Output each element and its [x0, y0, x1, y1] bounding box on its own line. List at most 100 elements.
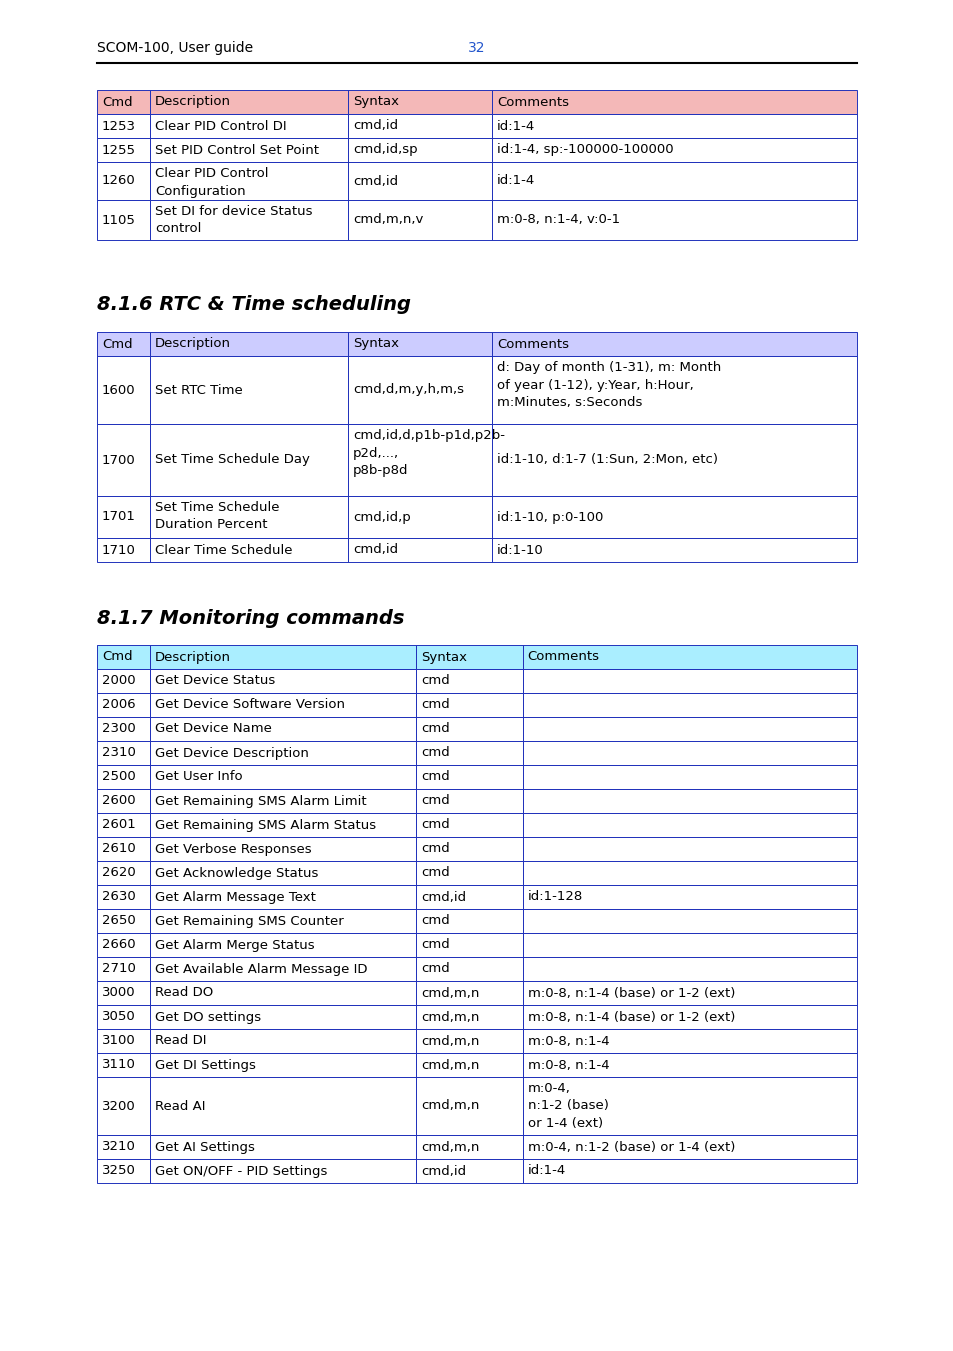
Bar: [348, 424, 492, 496]
Text: Syntax: Syntax: [353, 338, 398, 350]
Bar: [416, 909, 522, 934]
Text: 3110: 3110: [102, 1058, 135, 1071]
Bar: [97, 861, 856, 885]
Text: 3210: 3210: [102, 1140, 135, 1154]
Bar: [522, 1159, 856, 1183]
Text: 1105: 1105: [102, 213, 135, 227]
Bar: [150, 885, 416, 909]
Text: 2601: 2601: [102, 819, 135, 831]
Text: cmd,d,m,y,h,m,s: cmd,d,m,y,h,m,s: [353, 384, 463, 396]
Text: Cmd: Cmd: [102, 338, 132, 350]
Text: cmd: cmd: [421, 843, 450, 855]
Text: Get Available Alarm Message ID: Get Available Alarm Message ID: [155, 962, 367, 975]
Bar: [150, 113, 348, 138]
Bar: [522, 909, 856, 934]
Text: cmd,id,sp: cmd,id,sp: [353, 143, 417, 157]
Bar: [150, 1052, 416, 1077]
Text: 3000: 3000: [102, 986, 135, 1000]
Text: Read DI: Read DI: [155, 1035, 207, 1047]
Bar: [416, 740, 522, 765]
Text: cmd: cmd: [421, 747, 450, 759]
Text: Get ON/OFF - PID Settings: Get ON/OFF - PID Settings: [155, 1165, 327, 1178]
Bar: [97, 1135, 856, 1159]
Bar: [522, 717, 856, 740]
Bar: [97, 200, 150, 240]
Bar: [150, 357, 348, 424]
Text: m:0-8, n:1-4 (base) or 1-2 (ext): m:0-8, n:1-4 (base) or 1-2 (ext): [527, 1011, 734, 1024]
Bar: [522, 740, 856, 765]
Text: cmd,m,n: cmd,m,n: [421, 1100, 479, 1112]
Bar: [416, 981, 522, 1005]
Bar: [150, 957, 416, 981]
Bar: [416, 1052, 522, 1077]
Text: 1600: 1600: [102, 384, 135, 396]
Bar: [97, 138, 150, 162]
Bar: [97, 1052, 856, 1077]
Bar: [522, 789, 856, 813]
Bar: [492, 496, 856, 538]
Bar: [416, 838, 522, 861]
Bar: [97, 717, 856, 740]
Text: Get DI Settings: Get DI Settings: [155, 1058, 255, 1071]
Text: Get AI Settings: Get AI Settings: [155, 1140, 254, 1154]
Text: cmd,m,n: cmd,m,n: [421, 1035, 479, 1047]
Bar: [97, 981, 856, 1005]
Bar: [150, 838, 416, 861]
Text: id:1-128: id:1-128: [527, 890, 582, 904]
Bar: [492, 332, 856, 357]
Text: cmd,id,d,p1b-p1d,p2b-
p2d,...,
p8b-p8d: cmd,id,d,p1b-p1d,p2b- p2d,..., p8b-p8d: [353, 430, 504, 477]
Text: cmd,id,p: cmd,id,p: [353, 511, 410, 523]
Text: cmd: cmd: [421, 794, 450, 808]
Text: 2630: 2630: [102, 890, 135, 904]
Bar: [348, 538, 492, 562]
Bar: [97, 162, 150, 200]
Text: Get Verbose Responses: Get Verbose Responses: [155, 843, 312, 855]
Text: Get Alarm Message Text: Get Alarm Message Text: [155, 890, 315, 904]
Text: Set Time Schedule
Duration Percent: Set Time Schedule Duration Percent: [155, 501, 279, 531]
Bar: [416, 1135, 522, 1159]
Text: m:0-4, n:1-2 (base) or 1-4 (ext): m:0-4, n:1-2 (base) or 1-4 (ext): [527, 1140, 734, 1154]
Bar: [416, 1029, 522, 1052]
Text: cmd,m,n: cmd,m,n: [421, 986, 479, 1000]
Text: Get Device Name: Get Device Name: [155, 723, 272, 735]
Text: 3050: 3050: [102, 1011, 135, 1024]
Bar: [97, 789, 856, 813]
Bar: [97, 838, 856, 861]
Text: Set RTC Time: Set RTC Time: [155, 384, 243, 396]
Text: cmd: cmd: [421, 674, 450, 688]
Text: Description: Description: [155, 650, 231, 663]
Text: cmd,id: cmd,id: [353, 174, 397, 188]
Bar: [416, 693, 522, 717]
Text: Get Remaining SMS Alarm Limit: Get Remaining SMS Alarm Limit: [155, 794, 367, 808]
Bar: [150, 1005, 416, 1029]
Bar: [348, 200, 492, 240]
Text: SCOM-100, User guide: SCOM-100, User guide: [97, 41, 253, 55]
Bar: [97, 1135, 150, 1159]
Bar: [150, 861, 416, 885]
Bar: [97, 693, 856, 717]
Bar: [97, 1077, 856, 1135]
Bar: [150, 981, 416, 1005]
Bar: [416, 789, 522, 813]
Text: 8.1.7 Monitoring commands: 8.1.7 Monitoring commands: [97, 608, 404, 627]
Text: Read AI: Read AI: [155, 1100, 206, 1112]
Text: 1701: 1701: [102, 511, 135, 523]
Bar: [522, 838, 856, 861]
Text: 1700: 1700: [102, 454, 135, 466]
Text: cmd: cmd: [421, 770, 450, 784]
Bar: [97, 813, 856, 838]
Text: 32: 32: [468, 41, 485, 55]
Bar: [97, 861, 150, 885]
Bar: [97, 909, 150, 934]
Bar: [150, 332, 348, 357]
Text: 3200: 3200: [102, 1100, 135, 1112]
Text: cmd,m,n: cmd,m,n: [421, 1058, 479, 1071]
Bar: [522, 1077, 856, 1135]
Text: 1255: 1255: [102, 143, 136, 157]
Text: Get Remaining SMS Alarm Status: Get Remaining SMS Alarm Status: [155, 819, 375, 831]
Bar: [150, 1159, 416, 1183]
Text: cmd: cmd: [421, 698, 450, 712]
Text: 1260: 1260: [102, 174, 135, 188]
Bar: [150, 424, 348, 496]
Text: Syntax: Syntax: [421, 650, 467, 663]
